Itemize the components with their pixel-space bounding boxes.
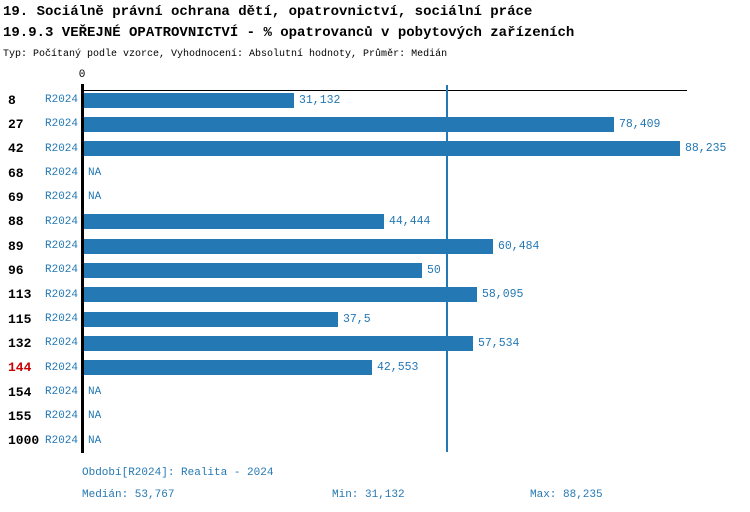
chart-row: 154 R2024 NA	[0, 380, 750, 404]
footer-median-stat: Medián: 53,767	[82, 489, 175, 501]
bar	[84, 287, 477, 303]
median-reference-line	[446, 85, 448, 452]
chart-row: 27 R2024 78,409	[0, 112, 750, 136]
row-id-label: 1000	[8, 433, 40, 449]
row-period-label: R2024	[45, 337, 79, 350]
bar-value-label: 44,444	[389, 215, 431, 229]
chart-row: 89 R2024 60,484	[0, 234, 750, 258]
bar-value-label: 78,409	[619, 117, 661, 131]
chart-row: 113 R2024 58,095	[0, 283, 750, 307]
row-id-label: 42	[8, 141, 24, 157]
row-period-label: R2024	[45, 313, 79, 326]
na-label: NA	[88, 386, 102, 399]
bar	[84, 214, 384, 230]
row-period-label: R2024	[45, 215, 79, 228]
row-period-label: R2024	[45, 434, 79, 447]
row-id-label: 154	[8, 384, 32, 400]
chart-row: 155 R2024 NA	[0, 404, 750, 428]
footer-max-stat: Max: 88,235	[530, 489, 603, 501]
row-id-label: 132	[8, 335, 32, 351]
bar	[84, 117, 614, 133]
row-period-label: R2024	[45, 361, 79, 374]
row-id-label: 88	[8, 214, 24, 230]
chart-row: 144 R2024 42,553	[0, 356, 750, 380]
x-axis-zero-tick-label: 0	[78, 69, 86, 81]
row-id-label: 68	[8, 165, 24, 181]
na-label: NA	[88, 434, 102, 447]
row-id-label: 144	[8, 360, 32, 376]
footer-period-legend: Období[R2024]: Realita - 2024	[82, 467, 274, 479]
row-period-label: R2024	[45, 288, 79, 301]
row-id-label: 89	[8, 238, 24, 254]
bar-value-label: 60,484	[498, 239, 540, 253]
row-period-label: R2024	[45, 142, 79, 155]
row-period-label: R2024	[45, 191, 79, 204]
chart-row: 8 R2024 31,132	[0, 88, 750, 112]
bar	[84, 336, 473, 352]
row-id-label: 69	[8, 189, 24, 205]
na-label: NA	[88, 191, 102, 204]
bar-value-label: 50	[427, 263, 441, 277]
bar	[84, 238, 493, 254]
chart-row: 69 R2024 NA	[0, 185, 750, 209]
chart-subtitle: Typ: Počítaný podle vzorce, Vyhodnocení:…	[3, 49, 448, 60]
row-period-label: R2024	[45, 167, 79, 180]
chart-row: 1000 R2024 NA	[0, 429, 750, 453]
row-period-label: R2024	[45, 94, 79, 107]
row-id-label: 155	[8, 408, 32, 424]
bar	[84, 360, 372, 376]
chart-row: 68 R2024 NA	[0, 161, 750, 185]
row-id-label: 27	[8, 116, 24, 132]
row-period-label: R2024	[45, 264, 79, 277]
row-period-label: R2024	[45, 240, 79, 253]
y-axis-line	[81, 84, 84, 453]
row-id-label: 8	[8, 92, 16, 108]
row-period-label: R2024	[45, 386, 79, 399]
bar-value-label: 88,235	[685, 142, 727, 156]
chart-row: 42 R2024 88,235	[0, 137, 750, 161]
bar-value-label: 31,132	[299, 93, 341, 107]
row-period-label: R2024	[45, 118, 79, 131]
bar	[84, 311, 338, 327]
chart-row: 88 R2024 44,444	[0, 210, 750, 234]
chart-row: 115 R2024 37,5	[0, 307, 750, 331]
chart-row: 132 R2024 57,534	[0, 331, 750, 355]
bar	[84, 263, 422, 279]
bar-value-label: 57,534	[478, 336, 520, 350]
footer-min-stat: Min: 31,132	[332, 489, 405, 501]
row-id-label: 96	[8, 262, 24, 278]
bar-value-label: 37,5	[343, 312, 371, 326]
page-title-line1: 19. Sociálně právní ochrana dětí, opatro…	[3, 4, 533, 20]
row-id-label: 113	[8, 287, 32, 303]
page-title-line2: 19.9.3 VEŘEJNÉ OPATROVNICTVÍ - % opatrov…	[3, 25, 575, 41]
bar-value-label: 42,553	[377, 361, 419, 375]
row-period-label: R2024	[45, 410, 79, 423]
bar-value-label: 58,095	[482, 288, 524, 302]
bar	[84, 92, 294, 108]
row-id-label: 115	[8, 311, 32, 327]
na-label: NA	[88, 167, 102, 180]
bar	[84, 141, 680, 157]
plot-top-border	[81, 90, 687, 91]
chart-row: 96 R2024 50	[0, 258, 750, 282]
na-label: NA	[88, 410, 102, 423]
